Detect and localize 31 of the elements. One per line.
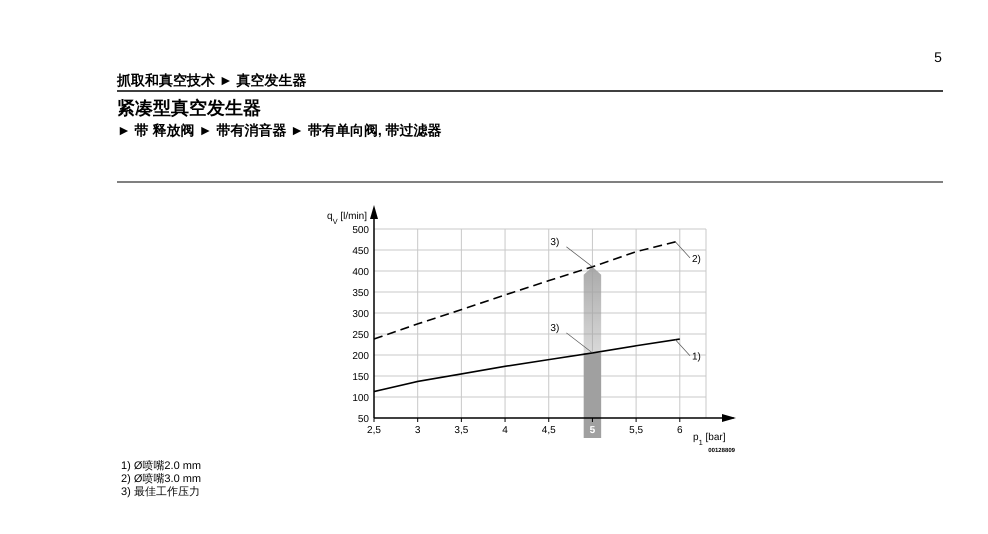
text: 3) 最佳工作压力 [121, 485, 200, 498]
x-tick-label: 3,5 [454, 425, 469, 436]
y-tick-label: 50 [358, 414, 370, 425]
y-tick-label: 250 [352, 330, 370, 341]
x-tick-label: 5,5 [629, 425, 644, 436]
x-tick-label: 4 [502, 425, 508, 436]
text: 抓取和真空技术 ► 真空发生器 [116, 72, 307, 88]
y-tick-label: 100 [352, 393, 370, 404]
y-tick-label: 400 [352, 267, 370, 278]
series-label: 2) [692, 254, 701, 265]
y-tick-label: 350 [352, 288, 370, 299]
x-tick-label: 5 [590, 425, 596, 436]
y-tick-label: 150 [352, 372, 370, 383]
chart-subtitle: ► 带 释放阀 ► 带有消音器 ► 带有单向阀, 带过滤器 [117, 122, 442, 138]
text: 5 [934, 49, 942, 65]
series-label: 1) [692, 352, 701, 363]
text: 紧凑型真空发生器 [117, 98, 261, 118]
y-tick-label: 300 [352, 309, 370, 320]
text: 1) Ø喷嘴2.0 mm [121, 459, 202, 472]
x-axis-title: p$_{1}$ [bar] [693, 432, 726, 446]
y-axis-title: q$_{V}$ [l/min] [327, 211, 368, 226]
x-tick-label: 2,5 [367, 425, 382, 436]
x-tick-label: 4,5 [542, 425, 556, 436]
x-tick-label: 6 [677, 425, 684, 436]
text: 2) Ø喷嘴3.0 mm [121, 472, 202, 485]
x-tick-label: 3 [414, 425, 421, 436]
y-tick-label: 200 [352, 351, 370, 362]
annotation: 3) [550, 236, 560, 248]
annotation: 3) [550, 322, 560, 334]
y-tick-label: 450 [352, 246, 370, 257]
y-tick-label: 500 [352, 225, 370, 236]
